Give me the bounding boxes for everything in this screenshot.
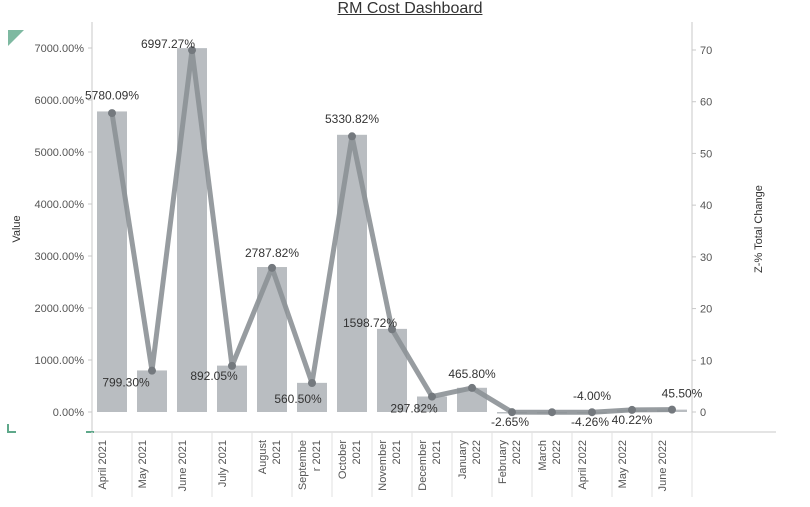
x-tick-label: 2021 <box>431 440 443 464</box>
line-point <box>628 405 636 414</box>
y2-tick-label: 40 <box>700 200 712 212</box>
data-label: -4.26% <box>571 415 609 429</box>
line-point <box>188 46 196 55</box>
data-label: 799.30% <box>102 376 150 390</box>
line-point <box>348 132 356 141</box>
y-tick-label: 1000.00% <box>34 355 84 367</box>
data-label: 5330.82% <box>325 112 379 126</box>
y-axis-title: Value <box>11 215 23 242</box>
x-tick-label: November <box>377 440 389 491</box>
bar <box>377 328 407 412</box>
data-label: 892.05% <box>190 369 238 383</box>
line-point <box>508 408 516 417</box>
data-label: 2787.82% <box>245 246 299 260</box>
line-point <box>148 366 156 375</box>
y2-tick-label: 70 <box>700 45 712 57</box>
x-tick-label: February <box>497 440 509 485</box>
y2-axis-title: Z-% Total Change <box>753 185 765 273</box>
data-label: 465.80% <box>448 367 496 381</box>
x-tick-label: 2022 <box>551 440 563 464</box>
y-tick-label: 4000.00% <box>34 199 84 211</box>
y2-tick-label: 20 <box>700 304 712 316</box>
data-label: 1598.72% <box>343 316 397 330</box>
bar <box>417 396 447 412</box>
bar <box>97 111 127 413</box>
y-tick-label: 5000.00% <box>34 147 84 159</box>
x-tick-label: June 2021 <box>177 440 189 491</box>
y2-tick-label: 30 <box>700 252 712 264</box>
data-label: 5780.09% <box>85 88 139 102</box>
data-label: 297.82% <box>390 402 438 416</box>
data-label: 45.50% <box>662 387 703 401</box>
y-tick-label: 2000.00% <box>34 303 84 315</box>
line-point <box>268 263 276 272</box>
y2-tick-label: 0 <box>700 407 706 419</box>
line-point <box>308 378 316 387</box>
x-tick-label: March <box>537 440 549 471</box>
y-tick-label: 7000.00% <box>34 43 84 55</box>
y-tick-label: 6000.00% <box>34 95 84 107</box>
line-point <box>588 408 596 417</box>
x-tick-label: April 2021 <box>97 440 109 490</box>
line-point <box>228 361 236 370</box>
line-point <box>548 408 556 417</box>
x-tick-label: 2022 <box>471 440 483 464</box>
x-tick-label: October <box>337 440 349 479</box>
x-tick-label: July 2021 <box>217 440 229 487</box>
x-tick-label: June 2022 <box>657 440 669 491</box>
y2-tick-label: 60 <box>700 97 712 109</box>
x-tick-label: August <box>257 440 269 474</box>
x-tick-label: January <box>457 440 469 480</box>
line-point <box>468 383 476 392</box>
x-tick-label: r 2021 <box>311 440 323 471</box>
line-point <box>388 325 396 334</box>
corner-marker-icon <box>7 424 16 433</box>
x-tick-label: 2022 <box>511 440 523 464</box>
y-tick-label: 0.00% <box>53 407 84 419</box>
x-tick-label: Septembe <box>297 440 309 490</box>
data-label: 560.50% <box>274 392 322 406</box>
bar <box>297 382 327 412</box>
bar <box>137 370 167 412</box>
corner-marker-icon <box>8 30 24 46</box>
x-tick-label: April 2022 <box>577 440 589 490</box>
line-point <box>668 405 676 414</box>
bar <box>217 365 247 412</box>
y2-tick-label: 10 <box>700 355 712 367</box>
line-point <box>108 109 116 118</box>
y-tick-label: 3000.00% <box>34 251 84 263</box>
y2-tick-label: 50 <box>700 148 712 160</box>
x-tick-label: May 2022 <box>617 440 629 488</box>
data-label: 6997.27% <box>141 37 195 51</box>
x-tick-label: 2021 <box>351 440 363 464</box>
x-tick-label: May 2021 <box>137 440 149 488</box>
x-tick-label: 2021 <box>391 440 403 464</box>
data-label: 40.22% <box>612 413 653 427</box>
bar <box>177 48 207 412</box>
data-label: -2.65% <box>491 415 529 429</box>
x-tick-label: 2021 <box>271 440 283 464</box>
dashboard-title: RM Cost Dashboard <box>337 0 483 17</box>
x-tick-label: December <box>417 440 429 491</box>
line-point <box>428 392 436 401</box>
data-label: -4.00% <box>573 389 611 403</box>
